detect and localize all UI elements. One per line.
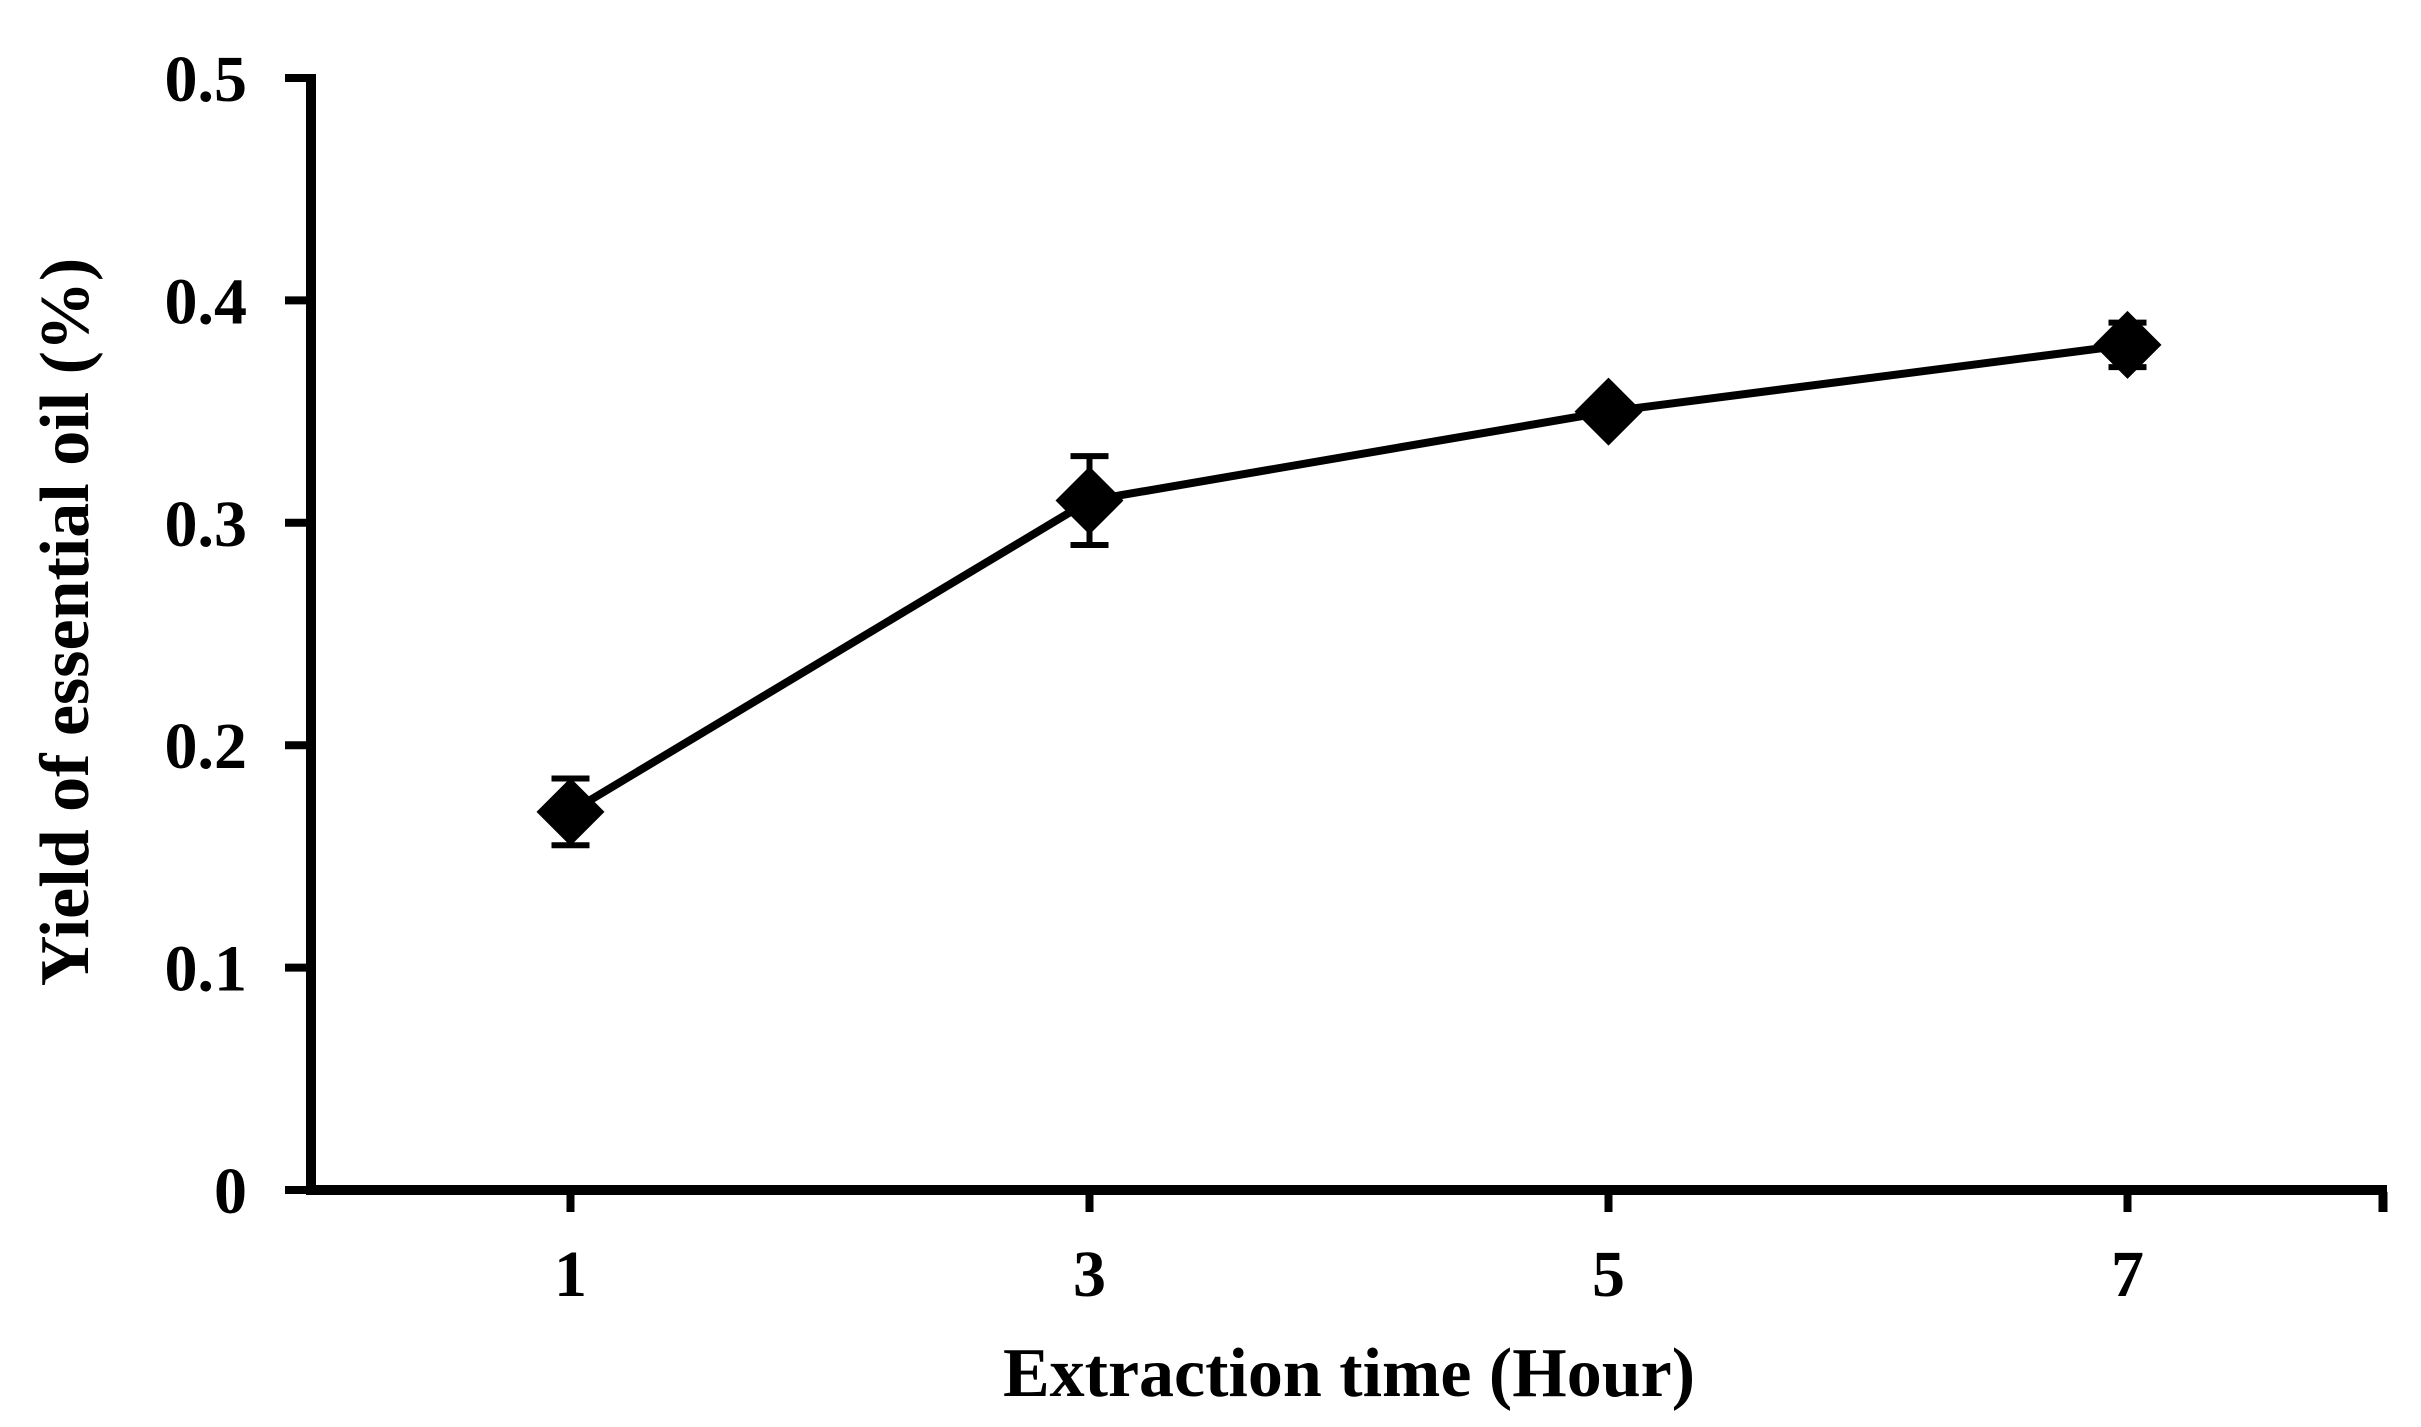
x-axis-title: Extraction time (Hour) (1003, 1335, 1695, 1412)
error-bars (551, 319, 2147, 849)
y-tick-label: 0.2 (165, 710, 248, 783)
data-point-diamond-marker (536, 777, 605, 846)
data-point-diamond-marker (2093, 310, 2162, 379)
y-tick-label: 0 (214, 1155, 247, 1228)
x-tick-label: 7 (2111, 1238, 2144, 1311)
y-axis-title: Yield of essential oil (%) (27, 258, 104, 986)
y-tick-label: 0.3 (165, 488, 248, 561)
y-tick-label: 0.4 (165, 265, 248, 338)
x-tick-label: 5 (1592, 1238, 1625, 1311)
x-axis-ticks: 1 3 5 7 (554, 1192, 2388, 1311)
data-point-diamond-marker (1574, 377, 1643, 446)
y-tick-label: 0.1 (165, 933, 248, 1006)
data-point-diamond-marker (1055, 466, 1124, 535)
series-markers (536, 310, 2162, 846)
x-tick-label: 3 (1073, 1238, 1106, 1311)
series-line (568, 340, 2129, 816)
y-tick-label: 0.5 (165, 43, 248, 116)
x-tick-label: 1 (554, 1238, 587, 1311)
y-axis-ticks: 0 0.1 0.2 0.3 0.4 0.5 (165, 43, 311, 1228)
